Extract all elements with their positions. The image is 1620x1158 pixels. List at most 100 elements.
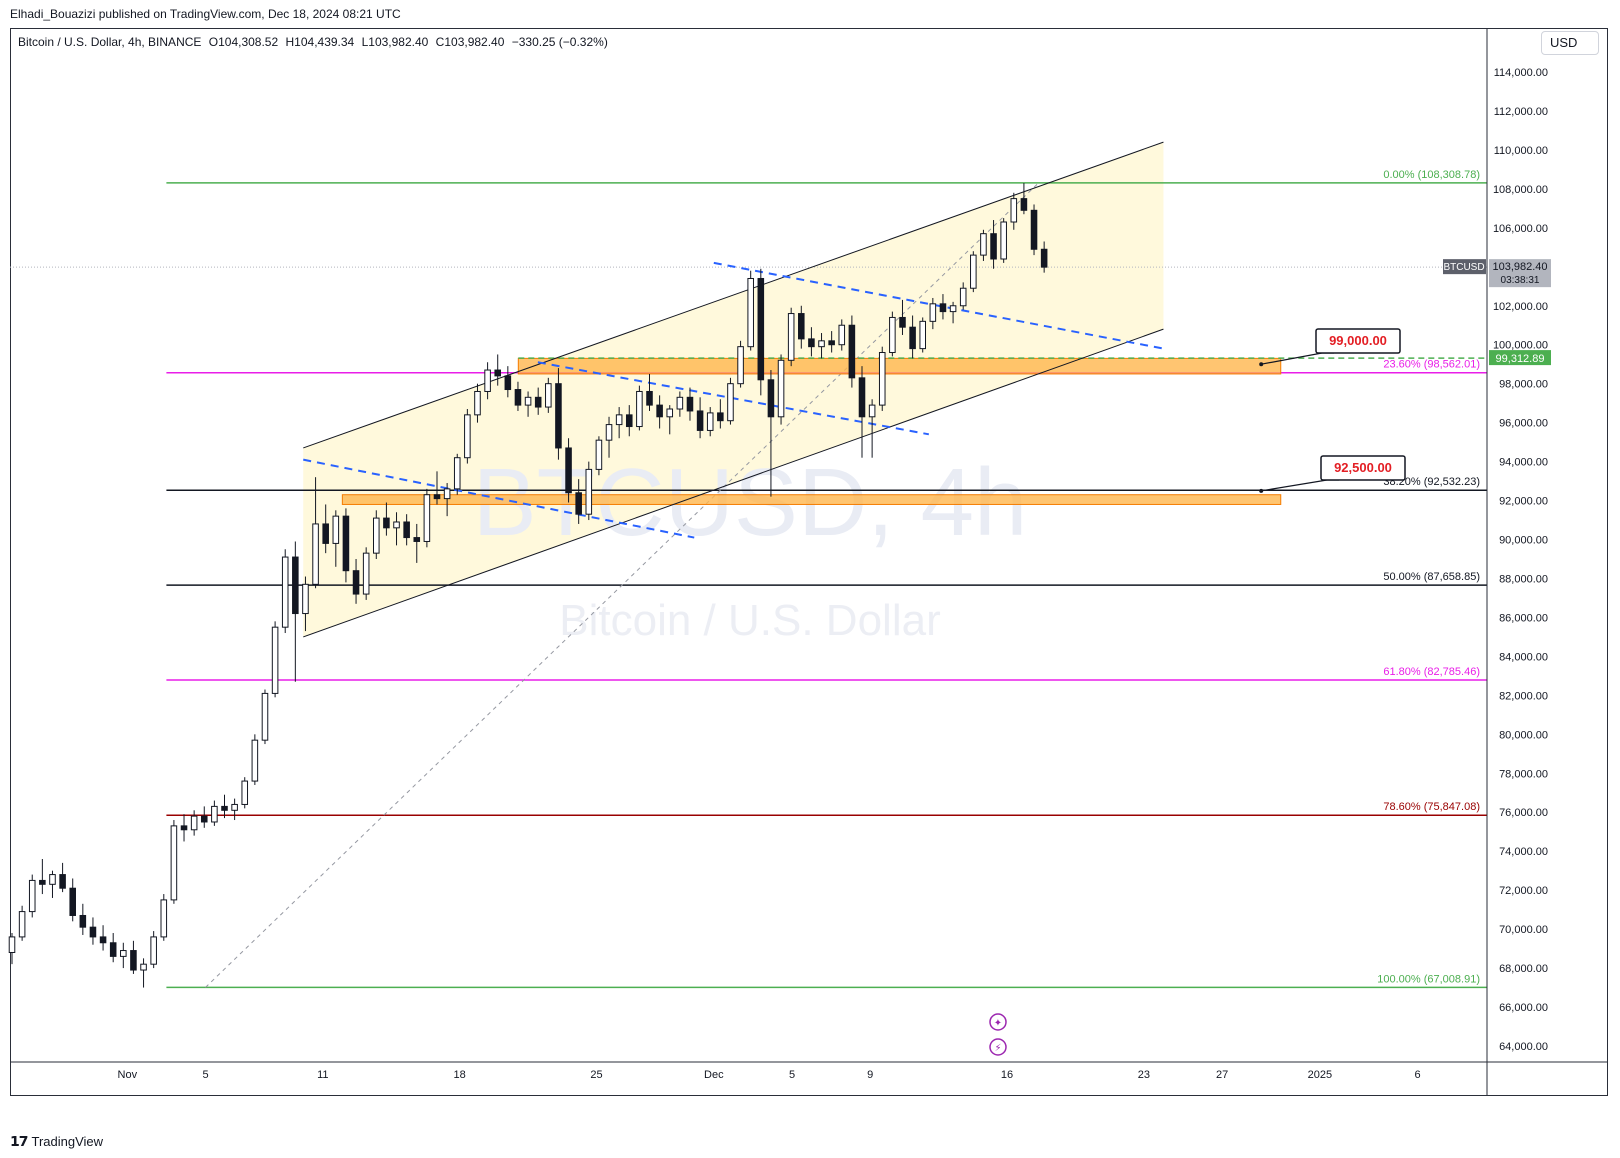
candle: [89, 917, 97, 945]
symbol-tag: [1443, 259, 1486, 275]
candle: [747, 270, 754, 351]
candles-layer: [8, 183, 1048, 988]
candle-body-up: [443, 488, 451, 500]
candle-body-up: [838, 324, 846, 346]
candle: [555, 368, 562, 460]
candle: [231, 798, 238, 821]
candle-body-down: [808, 338, 815, 348]
candle: [99, 925, 107, 951]
candle-body-down: [180, 825, 188, 831]
price-tick-label: 68,000.00: [1499, 963, 1548, 975]
candle: [393, 512, 400, 546]
candle: [798, 305, 805, 349]
price-tick-label: 106,000.00: [1493, 223, 1548, 235]
currency-selector[interactable]: USD: [1541, 31, 1599, 55]
fib-level-label-3: 50.00% (87,658.85): [1383, 571, 1480, 583]
candle: [190, 810, 198, 836]
candle: [1040, 241, 1048, 273]
price-tick-label: 100,000.00: [1493, 340, 1548, 352]
price-tick-label: 74,000.00: [1499, 846, 1548, 858]
candle: [8, 933, 16, 965]
price-callout-upper: 99,000.00: [1259, 328, 1401, 367]
candle: [939, 294, 947, 320]
candle: [352, 559, 360, 604]
candle: [474, 383, 481, 423]
candle: [828, 331, 835, 353]
candle-body-down: [413, 537, 421, 542]
candle-body-down: [89, 926, 97, 938]
candle-body-up: [1000, 221, 1007, 260]
candle-body-down: [575, 492, 582, 515]
candle: [605, 416, 613, 458]
candle: [433, 471, 441, 505]
candle-body-up: [949, 305, 957, 313]
candle-body-up: [595, 439, 603, 470]
candle-body-up: [423, 494, 431, 542]
candle: [423, 488, 431, 548]
fib-level-label-2: 38.20% (92,532.23): [1383, 476, 1480, 488]
candle-body-up: [150, 936, 157, 965]
price-tick-label: 88,000.00: [1499, 573, 1548, 585]
candle: [767, 370, 775, 497]
price-tick-label: 70,000.00: [1499, 924, 1548, 936]
price-tick-label: 82,000.00: [1499, 690, 1548, 702]
candle: [69, 878, 76, 922]
candle-body-down: [625, 414, 633, 428]
candle-body-down: [59, 874, 66, 889]
candle: [615, 407, 623, 439]
candle-body-up: [727, 383, 734, 422]
candle-body-down: [130, 950, 137, 971]
open-value: 104,308.52: [218, 35, 279, 49]
candle-body-down: [534, 396, 542, 408]
candle-body-down: [858, 377, 866, 418]
candle-body-down: [717, 412, 724, 422]
candle: [1000, 218, 1007, 263]
trend-line-0: [303, 458, 695, 539]
callout-anchor: [1259, 362, 1264, 367]
price-tick-label: 94,000.00: [1499, 457, 1548, 469]
candle-body-up: [1010, 198, 1018, 223]
candle: [595, 436, 603, 476]
candle: [373, 510, 380, 559]
chart-frame[interactable]: [10, 28, 1608, 1096]
close-label: C: [435, 35, 445, 49]
candle: [1030, 204, 1038, 256]
symbol-title[interactable]: Bitcoin / U.S. Dollar, 4h, BINANCE: [18, 35, 202, 49]
background-layer: [10, 142, 1487, 637]
candle-body-up: [615, 414, 623, 426]
candle: [727, 377, 734, 425]
price-tick-label: 102,000.00: [1493, 301, 1548, 313]
price-axis: 64,000.00 66,000.00 68,000.00 70,000.00 72,0…: [1443, 28, 1551, 1096]
candle-body-down: [828, 340, 835, 346]
event-icon: ✦: [989, 1013, 1007, 1031]
candle-body-up: [312, 523, 319, 585]
candle: [848, 315, 856, 388]
symbol-legend[interactable]: Bitcoin / U.S. Dollar, 4h, BINANCE O104,…: [18, 35, 608, 49]
candle: [858, 366, 866, 458]
time-axis: Nov 5 11 18 25 Dec 5 9 16 23 27 2025 6: [10, 1061, 1608, 1081]
candle-body-down: [555, 383, 562, 449]
watermark-name: Bitcoin / U.S. Dollar: [559, 596, 940, 645]
candle: [464, 409, 471, 464]
candle-body-up: [929, 303, 937, 322]
tradingview-logo[interactable]: 𝟭𝟳 TradingView: [10, 1133, 103, 1150]
candle: [59, 862, 66, 893]
candle: [878, 346, 886, 411]
candle-body-up: [980, 233, 987, 256]
time-tick-label: 25: [590, 1069, 602, 1081]
candle: [130, 940, 137, 974]
candle: [1010, 192, 1018, 230]
candle: [534, 387, 542, 415]
candle-body-up: [878, 352, 886, 406]
fib-trend-line: [205, 182, 1039, 988]
candle-body-down: [383, 517, 390, 529]
callout-box: [1320, 455, 1406, 481]
candle-body-up: [747, 277, 754, 348]
candle: [980, 229, 987, 261]
fib-level-label-5: 78.60% (75,847.08): [1383, 801, 1480, 813]
candle-body-down: [39, 879, 46, 885]
candle: [49, 870, 56, 898]
candle: [929, 297, 937, 330]
publisher-info: Elhadi_Bouazizi published on TradingView…: [10, 7, 401, 21]
